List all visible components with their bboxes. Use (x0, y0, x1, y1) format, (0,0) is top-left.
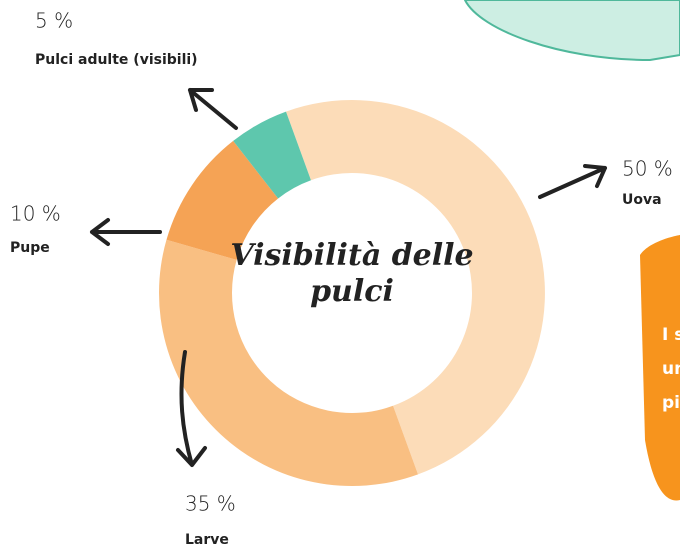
value-label: 50 % (622, 157, 673, 181)
category-label: Pulci adulte (visibili) (35, 52, 198, 68)
category-label: Pupe (10, 240, 50, 256)
value-label: 35 % (185, 492, 236, 516)
chart-title: Visibilità delle pulci (230, 238, 474, 310)
note-line: un (662, 352, 680, 386)
category-label: Uova (622, 192, 662, 208)
note-line: pi (662, 386, 680, 420)
side-note: I s un pi (662, 318, 680, 420)
page: 50 % Uova 35 % Larve 10 % Pupe 5 % Pulci adulte… (0, 0, 680, 554)
value-label: 5 % (35, 9, 73, 33)
category-label: Larve (185, 532, 229, 548)
note-line: I s (662, 318, 680, 352)
decor-shape (465, 0, 680, 60)
value-label: 10 % (10, 202, 61, 226)
